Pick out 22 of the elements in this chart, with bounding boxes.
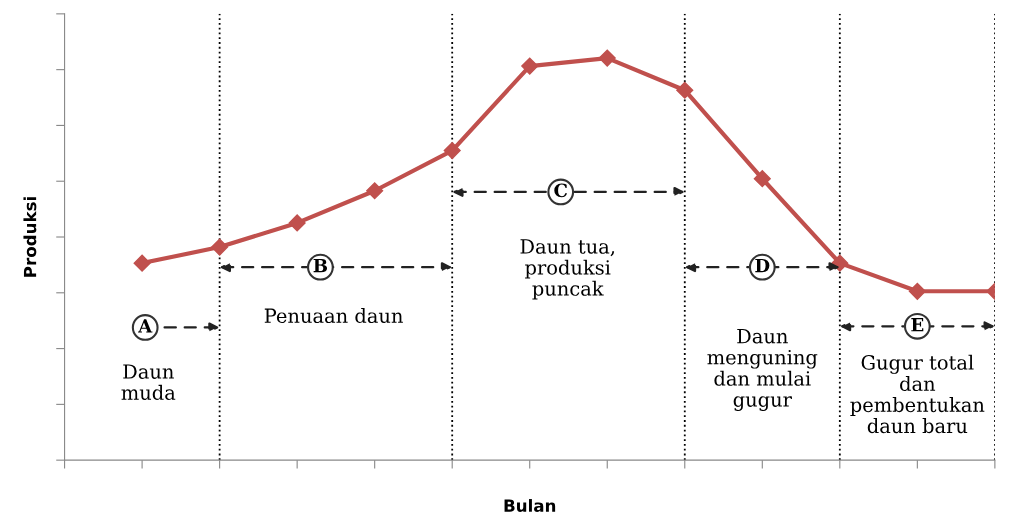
point xyxy=(288,214,306,232)
point xyxy=(211,238,229,256)
annotation: B xyxy=(313,258,328,273)
point xyxy=(753,170,771,188)
y-axis-title: Produksi xyxy=(23,197,37,277)
point xyxy=(598,49,616,67)
point xyxy=(366,182,384,200)
annotation: Daun tua, produksi puncak xyxy=(520,239,615,300)
annotation: A xyxy=(138,319,153,333)
annotation: C xyxy=(554,183,567,198)
point xyxy=(521,57,539,75)
annotation: D xyxy=(755,258,770,273)
point xyxy=(908,282,926,300)
point xyxy=(133,254,151,272)
annotation: Daun menguning dan mulai gugur xyxy=(707,329,818,411)
annotation: E xyxy=(911,318,924,332)
point xyxy=(676,81,694,99)
annotation: Gugur total dan pembentukan daun baru xyxy=(850,354,985,434)
point xyxy=(443,142,461,160)
annotation: Penuaan daun xyxy=(264,308,403,324)
annotation: Daun muda xyxy=(121,364,176,400)
x-axis-title: Bulan xyxy=(504,499,556,512)
